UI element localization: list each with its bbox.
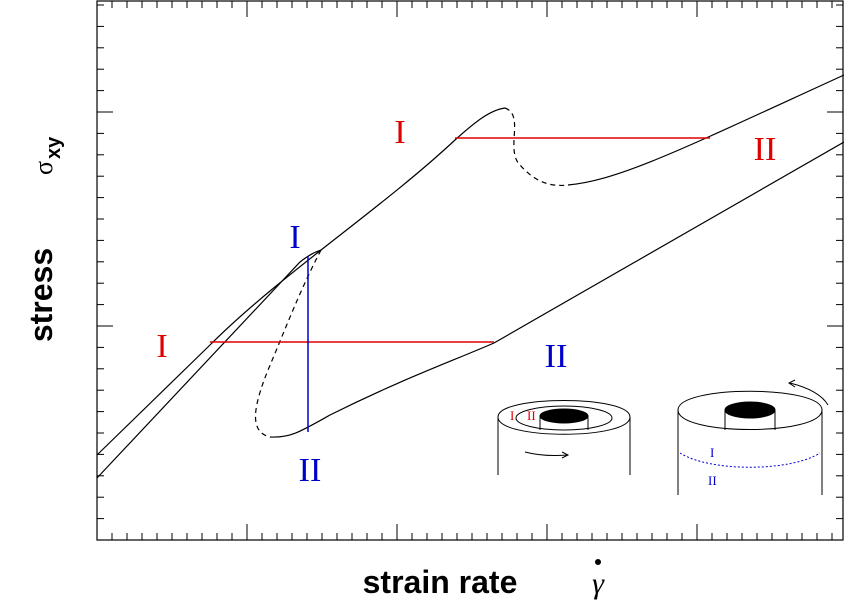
inset-label: I bbox=[510, 408, 514, 423]
x-axis-symbol: γ bbox=[592, 567, 605, 600]
y-axis-symbol: σ bbox=[29, 161, 58, 175]
ticks bbox=[96, 1, 843, 541]
dot bbox=[595, 559, 601, 565]
label: I bbox=[394, 114, 405, 151]
frame bbox=[96, 0, 844, 541]
inset-label: II bbox=[708, 473, 717, 488]
x-axis-label: strain rate bbox=[363, 564, 518, 600]
label: II bbox=[545, 338, 568, 375]
y-axis-label: stress bbox=[23, 248, 59, 342]
inset-label: I bbox=[710, 445, 714, 460]
label: I bbox=[289, 219, 300, 256]
y-axis-subscript: xy bbox=[43, 136, 65, 159]
inset-right: I II bbox=[677, 379, 829, 495]
label: I bbox=[156, 328, 167, 365]
inset-left: I II bbox=[497, 400, 631, 475]
curves bbox=[96, 74, 844, 479]
tie-lines bbox=[210, 137, 710, 432]
label: II bbox=[299, 452, 322, 489]
inset-label: II bbox=[527, 408, 536, 423]
label: II bbox=[754, 131, 777, 168]
